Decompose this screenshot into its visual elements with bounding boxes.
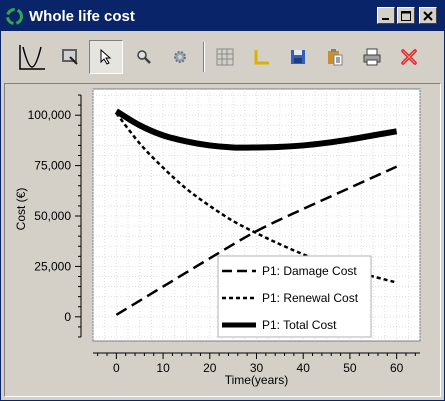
close-chart-button[interactable] xyxy=(392,40,426,74)
clipboard-icon xyxy=(328,49,343,66)
save-icon xyxy=(291,50,305,64)
legend-label: P1: Renewal Cost xyxy=(262,291,359,305)
x-axis-ticks: 0 10 20 30 40 50 60 xyxy=(93,352,420,375)
select-pointer-button[interactable] xyxy=(89,40,123,74)
grid-lines xyxy=(92,89,421,341)
magnify-button[interactable] xyxy=(127,40,161,74)
copy-clipboard-button[interactable] xyxy=(318,40,352,74)
y-axis-label: Cost (€) xyxy=(14,188,28,231)
maximize-button[interactable] xyxy=(397,7,415,24)
y-tick-label: 75,000 xyxy=(34,159,71,173)
legend: P1: Damage Cost P1: Renewal Cost P1: Total… xyxy=(217,255,372,338)
legend-label: P1: Damage Cost xyxy=(262,264,357,278)
title-bar[interactable]: Whole life cost xyxy=(1,1,444,31)
curve-style-button[interactable] xyxy=(15,40,49,74)
minimize-button[interactable] xyxy=(377,7,395,24)
x-tick-label: 10 xyxy=(156,361,170,375)
toolbar xyxy=(1,34,444,82)
y-tick-label: 25,000 xyxy=(34,259,71,273)
print-icon xyxy=(363,48,381,66)
app-recycle-icon xyxy=(6,7,23,25)
grid-toggle-button[interactable] xyxy=(208,40,242,74)
axes-icon xyxy=(254,50,269,65)
y-tick-label: 0 xyxy=(64,310,71,324)
x-tick-label: 30 xyxy=(250,361,264,375)
x-tick-label: 20 xyxy=(203,361,217,375)
x-tick-label: 50 xyxy=(343,361,357,375)
x-tick-label: 40 xyxy=(297,361,311,375)
series-line xyxy=(114,108,398,151)
chart-area: 0 25,000 50,000 75,000 100,000 0 10 20 30 40 50 60… xyxy=(4,83,441,397)
series-line xyxy=(115,165,398,316)
legend-label: P1: Total Cost xyxy=(262,318,337,332)
window-title: Whole life cost xyxy=(29,7,135,25)
settings-gear-icon xyxy=(174,51,186,63)
pointer-icon xyxy=(100,48,112,65)
save-button[interactable] xyxy=(281,40,315,74)
toolbar-separator xyxy=(203,42,205,72)
line-chart: 0 25,000 50,000 75,000 100,000 0 10 20 30 40 50 60… xyxy=(14,88,421,387)
curve-icon xyxy=(19,45,45,70)
print-button[interactable] xyxy=(355,40,389,74)
axes-button[interactable] xyxy=(245,40,279,74)
close-window-button[interactable] xyxy=(419,7,437,24)
close-icon xyxy=(423,10,433,21)
grid-icon xyxy=(216,48,234,66)
x-tick-label: 60 xyxy=(390,361,404,375)
y-tick-label: 50,000 xyxy=(34,209,71,223)
minimize-icon xyxy=(382,17,389,20)
x-axis-label: Time(years) xyxy=(225,373,289,387)
y-axis-ticks: 0 25,000 50,000 75,000 100,000 xyxy=(28,94,82,338)
maximize-icon xyxy=(401,10,411,21)
zoom-window-icon xyxy=(62,49,78,65)
zoom-window-button[interactable] xyxy=(53,40,87,74)
close-chart-icon xyxy=(401,49,417,65)
settings-button[interactable] xyxy=(163,40,197,74)
magnifier-icon xyxy=(137,50,151,64)
x-tick-label: 0 xyxy=(113,361,120,375)
y-tick-label: 100,000 xyxy=(28,108,72,122)
